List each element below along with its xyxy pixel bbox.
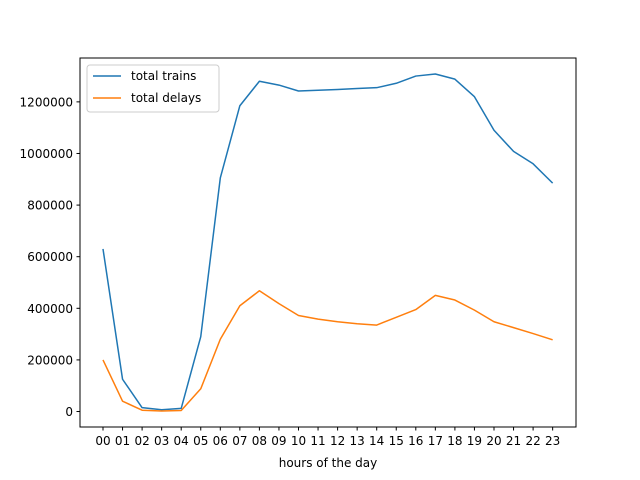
x-axis: 00 01 02 03 04 05 06 07 08 09 10 11 12 13 14 15 16 17 18 19… [95,427,560,448]
y-tick-label: 1000000 [20,147,73,161]
x-tick-label: 22 [525,434,540,448]
x-tick-label: 18 [447,434,462,448]
x-tick-label: 13 [350,434,365,448]
x-tick-label: 06 [213,434,228,448]
series-layer [102,73,554,412]
x-tick-label: 20 [486,434,501,448]
y-tick-label: 200000 [27,353,73,367]
x-tick-label: 12 [330,434,345,448]
x-tick-label: 04 [174,434,189,448]
x-tick-label: 09 [271,434,286,448]
x-tick-label: 00 [95,434,110,448]
x-tick-label: 23 [545,434,560,448]
series-line-total-delays [102,290,553,412]
x-tick-label: 10 [291,434,306,448]
y-tick-label: 800000 [27,199,73,213]
x-tick-label: 15 [389,434,404,448]
x-tick-label: 16 [408,434,423,448]
x-tick-label: 02 [134,434,149,448]
y-tick-label: 1200000 [20,95,73,109]
legend: total trains total delays [86,64,220,113]
x-axis-label: hours of the day [279,456,378,470]
x-tick-label: 21 [506,434,521,448]
x-tick-label: 07 [232,434,247,448]
x-tick-label: 17 [428,434,443,448]
x-tick-label: 05 [193,434,208,448]
legend-label-total-trains: total trains [131,69,196,83]
series-line-total-trains [102,73,554,411]
legend-label-total-delays: total delays [131,91,201,105]
x-tick-label: 03 [154,434,169,448]
y-axis: 0 200000 400000 600000 800000 1000000 1200000 [20,95,80,419]
x-tick-label: 19 [467,434,482,448]
y-tick-label: 400000 [27,302,73,316]
x-tick-label: 01 [115,434,130,448]
x-tick-label: 14 [369,434,384,448]
y-tick-label: 0 [65,405,73,419]
y-tick-label: 600000 [27,250,73,264]
plot-frame [79,57,577,428]
x-tick-label: 08 [252,434,267,448]
plot-area [80,58,576,427]
x-tick-label: 11 [310,434,325,448]
